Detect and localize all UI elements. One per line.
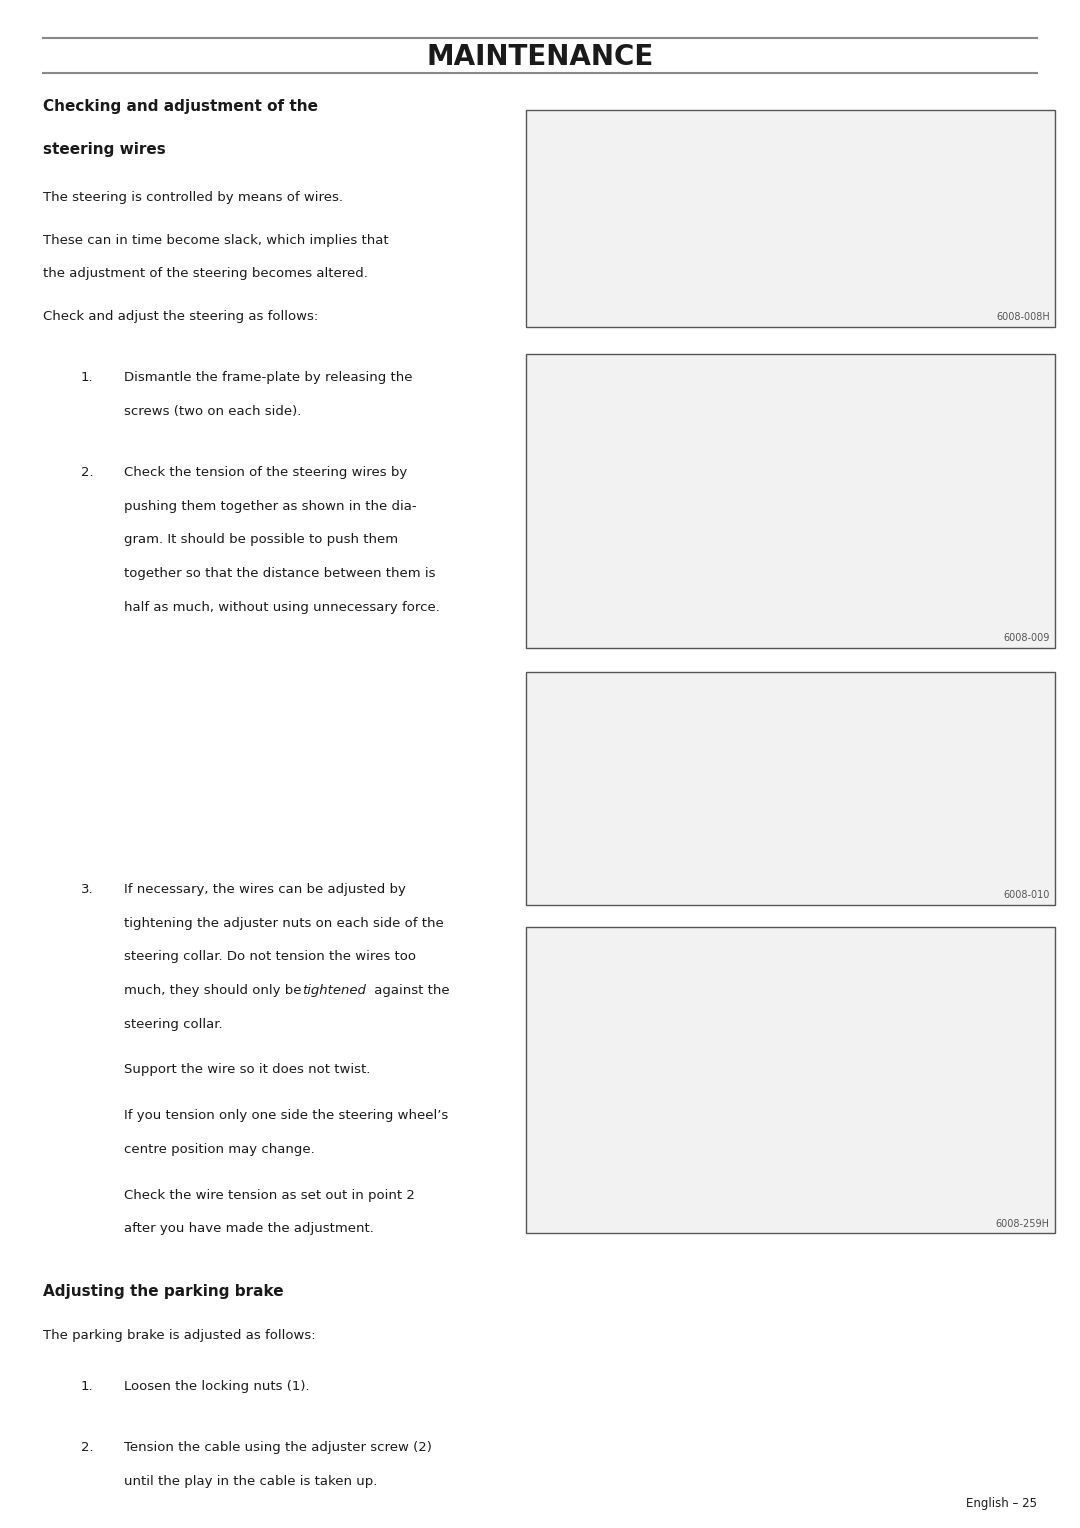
Text: steering collar. Do not tension the wires too: steering collar. Do not tension the wire… [124, 950, 416, 964]
Text: Tension the cable using the adjuster screw (2): Tension the cable using the adjuster scr… [124, 1441, 432, 1455]
Text: much, they should only be: much, they should only be [124, 984, 306, 998]
Bar [526, 354, 1055, 648]
Text: 1.: 1. [81, 1380, 94, 1394]
Text: These can in time become slack, which implies that: These can in time become slack, which im… [43, 234, 389, 248]
Text: steering wires: steering wires [43, 142, 166, 157]
Text: The parking brake is adjusted as follows:: The parking brake is adjusted as follows… [43, 1329, 315, 1343]
Bar [526, 672, 1055, 905]
Text: Checking and adjustment of the: Checking and adjustment of the [43, 99, 319, 115]
Text: MAINTENANCE: MAINTENANCE [427, 43, 653, 70]
Text: The steering is controlled by means of wires.: The steering is controlled by means of w… [43, 191, 343, 205]
Text: 6008-259H: 6008-259H [996, 1218, 1050, 1229]
Text: Check the wire tension as set out in point 2: Check the wire tension as set out in poi… [124, 1189, 415, 1203]
Text: Support the wire so it does not twist.: Support the wire so it does not twist. [124, 1063, 370, 1077]
Text: Check and adjust the steering as follows:: Check and adjust the steering as follows… [43, 310, 319, 324]
Text: 3.: 3. [81, 883, 94, 897]
Text: steering collar.: steering collar. [124, 1018, 222, 1031]
Text: 6008-009: 6008-009 [1003, 633, 1050, 643]
Text: screws (two on each side).: screws (two on each side). [124, 405, 301, 419]
Text: Adjusting the parking brake: Adjusting the parking brake [43, 1284, 284, 1299]
Text: gram. It should be possible to push them: gram. It should be possible to push them [124, 533, 399, 547]
Text: If you tension only one side the steering wheel’s: If you tension only one side the steerin… [124, 1109, 448, 1123]
Text: Dismantle the frame-plate by releasing the: Dismantle the frame-plate by releasing t… [124, 371, 413, 385]
Text: tightened: tightened [302, 984, 366, 998]
Text: If necessary, the wires can be adjusted by: If necessary, the wires can be adjusted … [124, 883, 406, 897]
Text: 1.: 1. [81, 371, 94, 385]
Bar [526, 110, 1055, 327]
Text: the adjustment of the steering becomes altered.: the adjustment of the steering becomes a… [43, 267, 368, 281]
Text: together so that the distance between them is: together so that the distance between th… [124, 567, 435, 581]
Text: English – 25: English – 25 [966, 1496, 1037, 1510]
Text: 2.: 2. [81, 1441, 94, 1455]
Text: Loosen the locking nuts (1).: Loosen the locking nuts (1). [124, 1380, 310, 1394]
Text: against the: against the [370, 984, 450, 998]
Text: tightening the adjuster nuts on each side of the: tightening the adjuster nuts on each sid… [124, 917, 444, 931]
Text: 6008-010: 6008-010 [1003, 889, 1050, 900]
Text: 6008-008H: 6008-008H [996, 312, 1050, 322]
Bar [526, 927, 1055, 1233]
Text: centre position may change.: centre position may change. [124, 1143, 315, 1157]
Text: 2.: 2. [81, 466, 94, 480]
Text: until the play in the cable is taken up.: until the play in the cable is taken up. [124, 1475, 378, 1488]
Text: after you have made the adjustment.: after you have made the adjustment. [124, 1222, 374, 1236]
Text: Check the tension of the steering wires by: Check the tension of the steering wires … [124, 466, 407, 480]
Text: pushing them together as shown in the dia-: pushing them together as shown in the di… [124, 500, 417, 513]
Text: half as much, without using unnecessary force.: half as much, without using unnecessary … [124, 601, 440, 614]
